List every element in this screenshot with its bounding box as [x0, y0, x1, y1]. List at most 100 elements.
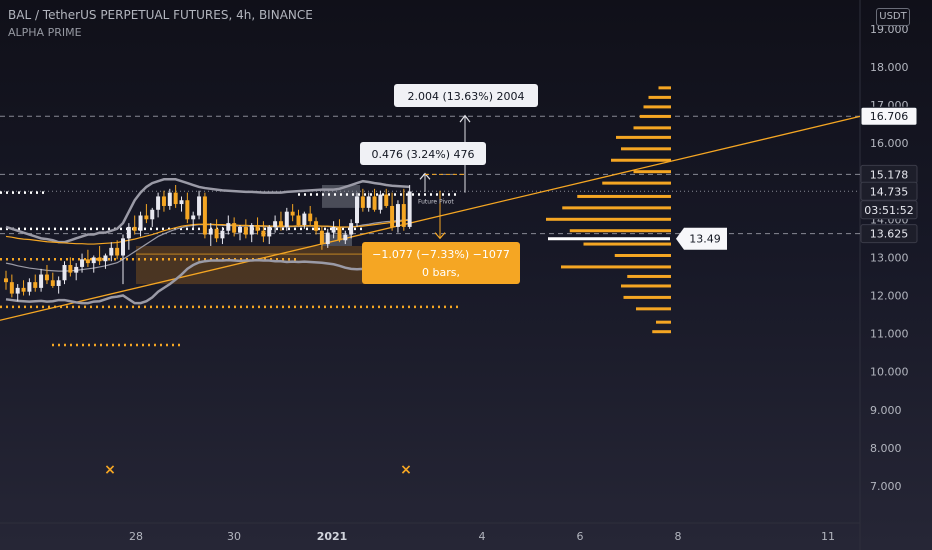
- candle-body: [355, 196, 359, 224]
- cross-marker: ×: [104, 462, 116, 478]
- candle-body: [238, 226, 242, 233]
- candle-body: [226, 223, 231, 231]
- big-target-label: 2.004 (13.63%) 2004: [407, 90, 524, 103]
- volume-profile-bar: [643, 105, 671, 109]
- candle-body: [44, 274, 49, 281]
- poc-label: 13.49: [689, 233, 721, 246]
- y-tick-label: 13.000: [870, 251, 909, 264]
- candle: [366, 192, 371, 212]
- candle-body: [138, 215, 143, 231]
- x-tick-label: 6: [577, 530, 584, 543]
- candle-body: [343, 234, 348, 241]
- candle-body: [372, 196, 377, 210]
- chart-title[interactable]: BAL / TetherUS PERPETUAL FUTURES, 4h, BI…: [8, 8, 313, 22]
- downside-label-line1: −1.077 (−7.33%) −1077: [372, 248, 510, 261]
- candle: [407, 185, 412, 229]
- candle: [284, 207, 289, 231]
- candle: [384, 188, 389, 208]
- candle: [27, 278, 32, 296]
- candle-body: [296, 215, 301, 226]
- downside-label-line2: 0 bars,: [422, 266, 460, 279]
- candle: [302, 211, 307, 229]
- indicator-name[interactable]: ALPHA PRIME: [8, 26, 82, 39]
- volume-profile-bar: [602, 181, 671, 185]
- y-tick-label: 12.000: [870, 290, 909, 303]
- candle: [355, 192, 359, 227]
- candle: [173, 185, 178, 208]
- y-tick-label: 8.000: [870, 442, 902, 455]
- candle: [33, 274, 38, 292]
- candle: [255, 217, 260, 235]
- candle-body: [132, 226, 137, 231]
- volume-profile-bar: [633, 126, 671, 130]
- candle: [249, 223, 254, 243]
- candle: [261, 221, 266, 243]
- price-label-bg: [860, 106, 918, 126]
- candle: [214, 219, 219, 243]
- y-tick-label: 9.000: [870, 404, 902, 417]
- band-upper: [5, 178, 410, 244]
- volume-profile-bar: [648, 95, 671, 99]
- big-target-box: [394, 84, 538, 107]
- volume-profile-bar: [652, 330, 671, 334]
- candle: [15, 284, 20, 302]
- candle: [401, 188, 406, 231]
- candle-body: [390, 205, 395, 227]
- y-tick-label: 11.000: [870, 328, 909, 341]
- price-label-bg: [860, 200, 918, 220]
- candle: [232, 217, 237, 237]
- downside-arrowhead: [434, 232, 446, 240]
- candle: [296, 209, 301, 227]
- candle: [179, 196, 184, 212]
- candle-body: [97, 257, 102, 262]
- candle-body: [126, 226, 131, 239]
- candle-body: [109, 247, 114, 256]
- volume-profile-bar: [614, 253, 671, 257]
- candle: [185, 192, 190, 224]
- candle-body: [261, 230, 266, 237]
- candle-body: [308, 213, 313, 222]
- price-label-last-price: 14.735: [870, 185, 909, 198]
- candle: [343, 230, 348, 245]
- candle: [109, 242, 114, 262]
- candle: [97, 245, 102, 266]
- candle-body: [4, 278, 8, 283]
- volume-profile-bar: [636, 307, 671, 311]
- volume-profile-bar: [621, 284, 671, 288]
- candle-body: [202, 196, 207, 235]
- y-tick-label: 10.000: [870, 366, 909, 379]
- poc-line: [548, 237, 670, 241]
- candle-body: [80, 259, 85, 267]
- candle: [161, 190, 166, 212]
- candle: [132, 215, 137, 235]
- candle: [349, 219, 354, 239]
- candle-body: [50, 280, 55, 286]
- candle: [325, 228, 330, 248]
- candle: [167, 188, 172, 210]
- candle: [238, 225, 242, 241]
- volume-profile-bar: [546, 217, 671, 221]
- candle: [56, 276, 61, 294]
- candle-body: [243, 226, 248, 235]
- candle-body: [121, 238, 125, 256]
- candle: [4, 270, 8, 290]
- price-label-bg: [860, 224, 918, 244]
- candle: [372, 188, 377, 212]
- candle-body: [197, 196, 202, 216]
- candle-body: [27, 282, 32, 292]
- volume-profile-bar: [562, 206, 671, 210]
- candle: [80, 253, 85, 273]
- volume-profile-bar: [623, 295, 671, 299]
- candle-body: [395, 204, 400, 227]
- candle-body: [349, 223, 354, 235]
- volume-profile-bar: [633, 170, 671, 174]
- currency-badge[interactable]: USDT: [876, 8, 910, 26]
- x-tick-label: 4: [479, 530, 486, 543]
- candle: [337, 219, 342, 243]
- candle-body: [185, 200, 190, 220]
- small-target-label: 0.476 (3.24%) 476: [371, 148, 474, 161]
- candle: [191, 211, 196, 229]
- target-arrowhead: [459, 114, 471, 123]
